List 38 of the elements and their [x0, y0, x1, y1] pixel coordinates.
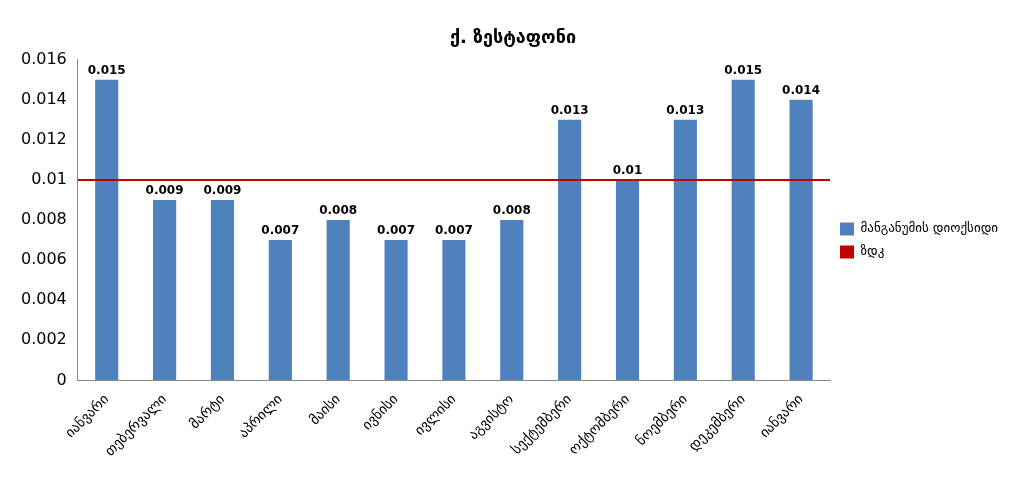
- data-label: 0.013: [666, 102, 705, 117]
- data-label: 0.008: [492, 203, 531, 218]
- legend-label: მანგანუმის დიოქსიდი: [860, 220, 999, 236]
- data-label: 0.014: [782, 82, 821, 97]
- bar: [210, 199, 235, 381]
- y-tick-label: 0.012: [20, 128, 67, 148]
- data-label: 0.007: [434, 223, 473, 238]
- y-tick-label: 0.016: [20, 48, 67, 68]
- data-label: 0.009: [203, 183, 242, 198]
- bar: [500, 219, 524, 381]
- bar: [673, 119, 697, 381]
- chart-title: ქ. ზესტაფონი: [449, 26, 577, 48]
- bar: [326, 219, 350, 381]
- bar: [558, 119, 582, 381]
- y-tick-label: 0: [56, 369, 67, 389]
- bar: [384, 240, 408, 381]
- y-tick-label: 0.014: [20, 88, 67, 108]
- bar: [268, 240, 292, 381]
- y-tick-label: 0.006: [20, 249, 67, 269]
- data-label: 0.015: [724, 62, 763, 77]
- y-tick-label: 0.002: [20, 329, 67, 349]
- bar: [615, 179, 640, 381]
- bar: [442, 240, 466, 381]
- legend-label: ზდკ: [860, 243, 885, 259]
- data-label: 0.007: [261, 223, 300, 238]
- data-label: 0.01: [612, 163, 643, 178]
- bar: [95, 79, 119, 381]
- data-label: 0.013: [550, 102, 589, 117]
- data-label: 0.008: [319, 203, 358, 218]
- y-tick-label: 0.008: [20, 209, 67, 229]
- bar: [731, 79, 755, 381]
- data-label: 0.009: [145, 183, 184, 198]
- data-label: 0.015: [87, 62, 126, 77]
- data-label: 0.007: [377, 223, 416, 238]
- y-tick-label: 0.004: [20, 289, 67, 309]
- bar: [153, 199, 177, 381]
- y-tick-label: 0.01: [31, 169, 67, 189]
- bar: [789, 99, 813, 381]
